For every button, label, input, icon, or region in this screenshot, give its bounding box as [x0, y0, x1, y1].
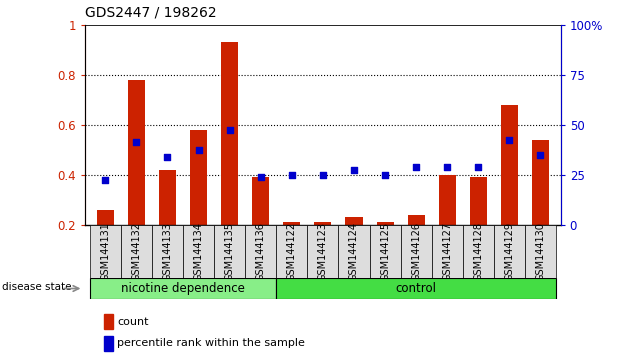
Point: [349, 167, 359, 173]
Bar: [252, 177, 269, 275]
Point: [411, 165, 421, 170]
Bar: [221, 42, 238, 275]
Text: GSM144131: GSM144131: [100, 222, 110, 281]
Text: GDS2447 / 198262: GDS2447 / 198262: [85, 5, 217, 19]
Bar: [532, 140, 549, 275]
Text: GSM144132: GSM144132: [131, 222, 141, 281]
Bar: [463, 225, 494, 278]
Point: [256, 175, 266, 180]
Bar: [494, 225, 525, 278]
Text: GSM144133: GSM144133: [163, 222, 173, 281]
Point: [442, 165, 452, 170]
Bar: [338, 225, 370, 278]
Bar: [307, 225, 338, 278]
Text: disease state: disease state: [2, 282, 71, 292]
Text: GSM144126: GSM144126: [411, 222, 421, 281]
Bar: [97, 210, 114, 275]
Point: [473, 165, 483, 170]
Text: nicotine dependence: nicotine dependence: [121, 282, 245, 295]
Text: GSM144125: GSM144125: [380, 222, 390, 281]
Bar: [525, 225, 556, 278]
Bar: [276, 278, 556, 299]
Text: control: control: [396, 282, 437, 295]
Text: GSM144128: GSM144128: [473, 222, 483, 281]
Bar: [345, 217, 362, 275]
Text: GSM144129: GSM144129: [505, 222, 515, 281]
Bar: [432, 225, 463, 278]
Bar: [401, 225, 432, 278]
Text: GSM144124: GSM144124: [349, 222, 359, 281]
Bar: [89, 278, 276, 299]
Bar: [214, 225, 245, 278]
Bar: [104, 336, 113, 350]
Bar: [121, 225, 152, 278]
Bar: [276, 225, 307, 278]
Bar: [128, 80, 145, 275]
Point: [224, 127, 234, 133]
Bar: [408, 215, 425, 275]
Point: [536, 152, 546, 158]
Point: [505, 137, 515, 143]
Bar: [438, 175, 455, 275]
Bar: [104, 314, 113, 329]
Text: GSM144130: GSM144130: [536, 222, 546, 281]
Text: GSM144127: GSM144127: [442, 222, 452, 281]
Text: GSM144135: GSM144135: [225, 222, 234, 281]
Point: [318, 172, 328, 178]
Bar: [370, 225, 401, 278]
Text: GSM144136: GSM144136: [256, 222, 266, 281]
Bar: [284, 222, 301, 275]
Text: percentile rank within the sample: percentile rank within the sample: [117, 338, 305, 348]
Text: GSM144134: GSM144134: [193, 222, 203, 281]
Text: GSM144122: GSM144122: [287, 222, 297, 281]
Point: [163, 154, 173, 160]
Bar: [245, 225, 276, 278]
Bar: [183, 225, 214, 278]
Point: [193, 147, 203, 153]
Text: count: count: [117, 317, 149, 327]
Bar: [190, 130, 207, 275]
Bar: [377, 222, 394, 275]
Point: [287, 172, 297, 178]
Bar: [152, 225, 183, 278]
Text: GSM144123: GSM144123: [318, 222, 328, 281]
Point: [131, 139, 141, 145]
Bar: [470, 177, 487, 275]
Bar: [89, 225, 121, 278]
Bar: [159, 170, 176, 275]
Bar: [501, 105, 518, 275]
Point: [100, 177, 110, 183]
Bar: [314, 222, 331, 275]
Point: [380, 172, 390, 178]
